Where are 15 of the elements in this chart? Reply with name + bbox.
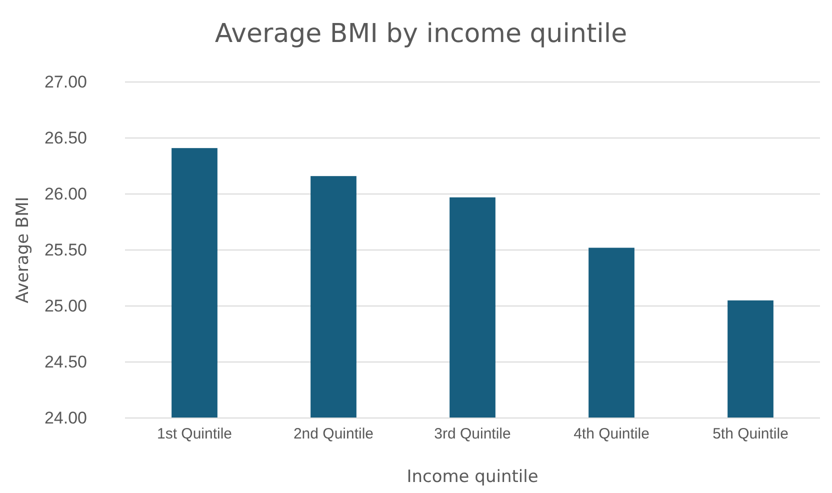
x-tick-label: 2nd Quintile [293, 426, 374, 443]
y-tick-label: 24.00 [44, 408, 87, 428]
y-tick-label: 25.50 [44, 240, 87, 260]
x-tick-label: 3rd Quintile [434, 426, 511, 443]
y-tick-label: 27.00 [44, 72, 87, 92]
chart-title: Average BMI by income quintile [214, 19, 628, 49]
x-tick-label: 4th Quintile [574, 426, 650, 443]
x-tick-label: 5th Quintile [712, 426, 788, 443]
x-axis-title: Income quintile [406, 467, 538, 487]
y-tick-label: 26.50 [44, 128, 87, 148]
y-axis-title: Average BMI [13, 196, 33, 304]
y-tick-label: 24.50 [44, 352, 87, 372]
y-tick-label: 25.00 [44, 296, 87, 316]
y-tick-label: 26.00 [44, 184, 87, 204]
x-tick-label: 1st Quintile [156, 426, 232, 443]
